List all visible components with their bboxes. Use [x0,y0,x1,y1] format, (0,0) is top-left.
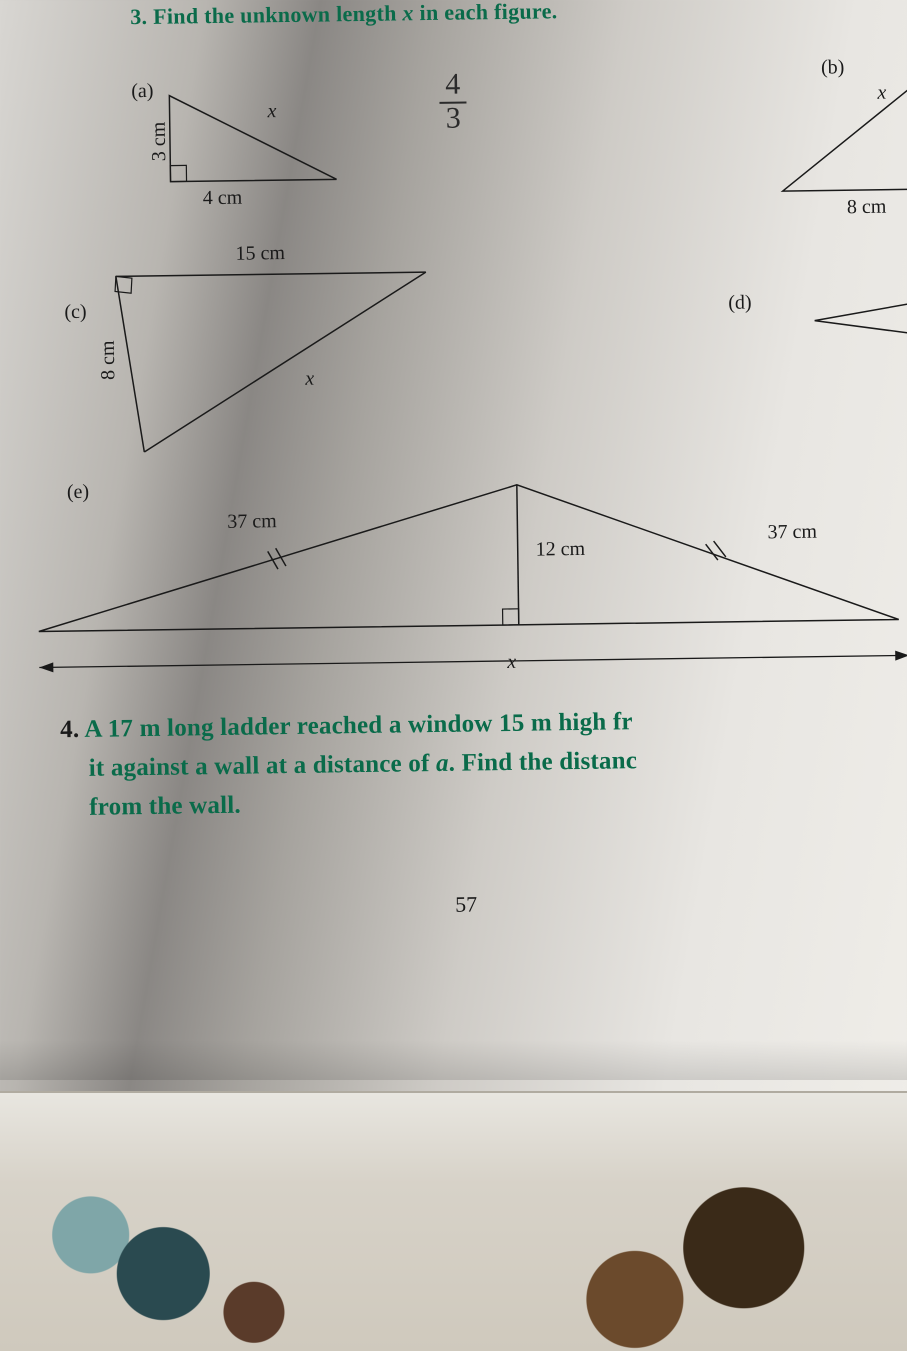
figure-a [159,83,361,216]
fig-c-hyp-label: x [305,368,314,391]
q3-number: 3. [130,4,147,29]
table-surface [0,1091,907,1351]
question-4: 4. A 17 m long ladder reached a window 1… [60,699,907,827]
q3-text-pre: Find the unknown length [153,0,403,28]
handwriting-bottom: 3 [439,103,466,133]
fig-b-hyp-label: x [877,82,886,105]
fig-e-left-side: 37 cm [227,510,277,534]
q3-text-post: in each figure. [414,0,558,25]
q4-line3: from the wall. [89,791,241,820]
fig-a-hyp-label: x [267,100,276,123]
label-c: (c) [64,301,87,324]
fig-e-right-side: 37 cm [767,521,817,545]
fig-e-base-var: x [507,651,516,674]
label-b: (b) [821,56,845,79]
fig-e-altitude: 12 cm [536,538,586,562]
fig-a-left-label: 3 cm [148,122,172,162]
fig-c-top-label: 15 cm [235,242,285,266]
q4-var: a [436,750,449,777]
q4-line1: A 17 m long ladder reached a window 15 m… [84,708,633,743]
page-content: 3. Find the unknown length x in each fig… [0,0,907,924]
page-number: 57 [13,885,907,924]
q4-line2b: . Find the distanc [448,747,637,777]
q4-number: 4. [60,716,80,743]
figure-c [106,262,449,467]
row-cd: (c) 15 cm 8 cm x (d) [3,219,907,472]
fig-a-base-label: 4 cm [203,187,243,211]
row-e: (e) 37 cm 37 cm 12 cm x [7,459,907,712]
q4-line2a: it against a wall at a distance of [89,750,437,782]
q3-var: x [402,0,414,25]
label-d: (d) [728,292,752,315]
fig-c-left-label: 8 cm [97,340,121,380]
row-ab: (a) 3 cm 4 cm x 4 3 (b) x 8 cm [0,19,907,232]
label-a: (a) [131,80,154,103]
fig-b-base-label: 8 cm [847,196,887,220]
handwriting-fraction: 4 3 [439,70,467,134]
handwriting-top: 4 [439,70,466,104]
figure-d [814,301,907,343]
figure-e [17,469,907,702]
page-shadow [0,1040,907,1080]
